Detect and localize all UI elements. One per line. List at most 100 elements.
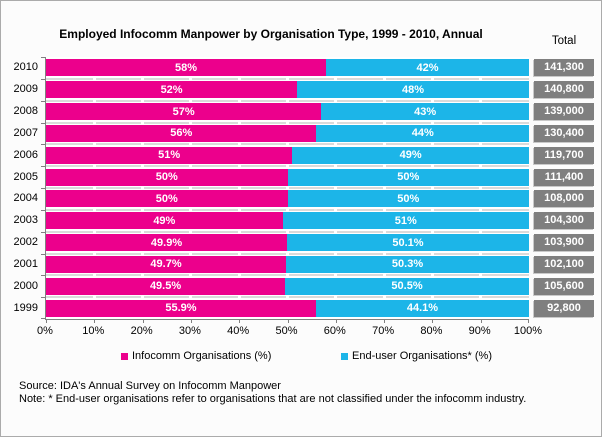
bar-segment-infocomm: 49.7%: [46, 255, 287, 273]
y-axis-tick: [41, 100, 46, 102]
legend-item-enduser: End-user Organisations* (%): [341, 350, 492, 362]
total-badge: 104,300: [534, 212, 594, 230]
x-axis-tick: [287, 319, 289, 323]
x-axis-tick: [46, 319, 47, 323]
source-note: Source: IDA's Annual Survey on Infocomm …: [19, 380, 281, 392]
bar-segment-enduser: 50%: [287, 168, 529, 186]
x-axis-tick: [94, 319, 96, 323]
bar-row-2009: 52% 48%: [46, 81, 529, 99]
total-badge: 108,000: [534, 190, 594, 208]
year-label: 2006: [13, 148, 38, 161]
x-axis-tick: [239, 319, 241, 323]
total-badge: 105,600: [534, 277, 594, 295]
y-axis-tick: [41, 318, 46, 319]
x-tick-label: 60%: [323, 325, 346, 337]
gridline-break: [479, 57, 483, 319]
y-axis-tick: [41, 166, 46, 168]
bar-segment-infocomm: 49%: [46, 212, 283, 230]
x-axis-tick: [528, 319, 529, 323]
y-axis-tick: [41, 297, 46, 299]
footnote: Note: * End-user organisations refer to …: [19, 393, 527, 405]
legend-item-infocomm: Infocomm Organisations (%): [121, 350, 271, 362]
total-badge: 102,100: [534, 255, 594, 273]
x-axis-tick: [384, 319, 386, 323]
x-tick-label: 20%: [130, 325, 153, 337]
total-badges-column: 141,300 140,800 139,000 130,400 119,700 111,4…: [534, 57, 594, 319]
bar-segment-enduser: 50%: [287, 190, 529, 208]
bar-segment-enduser: 50.3%: [286, 255, 529, 273]
y-axis-tick: [41, 78, 46, 80]
total-badge: 141,300: [534, 59, 594, 77]
gridline-break: [286, 57, 289, 319]
year-label: 2009: [13, 83, 38, 96]
bar-segment-enduser: 43%: [321, 103, 529, 121]
x-axis-tick: [432, 319, 434, 323]
bar-row-2004: 50% 50%: [46, 190, 529, 208]
y-axis-tick: [41, 275, 46, 277]
bar-segment-infocomm: 50%: [46, 190, 288, 208]
year-label: 2002: [13, 236, 38, 249]
plot-area: 58% 42% 52% 48% 57% 43% 56% 44% 51% 49% 50% 50% 50% 5…: [41, 57, 529, 323]
y-axis-tick: [41, 209, 46, 211]
year-label: 1999: [13, 301, 38, 314]
x-tick-label: 80%: [420, 325, 443, 337]
bar-segment-enduser: 50.5%: [285, 277, 529, 295]
total-badge: 130,400: [534, 124, 594, 142]
bar-row-2008: 57% 43%: [46, 103, 529, 121]
bar-row-2001: 49.7% 50.3%: [46, 255, 529, 273]
bar-row-2007: 56% 44%: [46, 124, 529, 142]
gridline-break: [141, 57, 145, 319]
total-badge: 119,700: [534, 146, 594, 164]
enduser-swatch-icon: [341, 352, 348, 360]
x-tick-label: 70%: [372, 325, 395, 337]
x-tick-label: 10%: [82, 325, 105, 337]
infocomm-swatch-icon: [121, 352, 128, 360]
total-badge: 111,400: [534, 168, 594, 186]
bar-segment-infocomm: 51%: [46, 146, 293, 164]
x-tick-label: 40%: [227, 325, 250, 337]
bar-row-2005: 50% 50%: [46, 168, 529, 186]
bar-row-1999: 55.9% 44.1%: [46, 299, 529, 317]
legend-label-infocomm: Infocomm Organisations (%): [132, 350, 272, 362]
total-badge: 140,800: [534, 81, 594, 99]
legend-label-enduser: End-user Organisations* (%): [352, 350, 493, 362]
bar-segment-infocomm: 57%: [46, 103, 322, 121]
bar-segment-infocomm: 49.9%: [46, 234, 288, 252]
bar-segment-infocomm: 58%: [46, 59, 327, 77]
y-axis-tick: [41, 231, 46, 233]
bar-segment-enduser: 49%: [292, 146, 529, 164]
gridline-break: [334, 57, 338, 319]
x-tick-label: 0%: [37, 325, 53, 337]
total-badge: 103,900: [534, 234, 594, 252]
x-axis-tick: [142, 319, 144, 323]
year-label: 2003: [13, 214, 38, 227]
bar-segment-enduser: 51%: [282, 212, 529, 230]
y-axis-tick: [41, 57, 46, 58]
chart-title: Employed Infocomm Manpower by Organisati…: [59, 27, 483, 41]
bar-segment-infocomm: 55.9%: [46, 299, 316, 317]
year-label: 2007: [13, 126, 38, 139]
bar-segment-infocomm: 56%: [46, 124, 317, 142]
year-label: 2004: [13, 192, 38, 205]
x-tick-label: 50%: [275, 325, 298, 337]
year-label: 2008: [13, 105, 38, 118]
y-axis-tick: [41, 122, 46, 124]
x-axis-tick: [335, 319, 337, 323]
bar-segment-enduser: 50.1%: [287, 234, 529, 252]
bar-row-2003: 49% 51%: [46, 212, 529, 230]
year-label: 2000: [13, 279, 38, 292]
year-label: 2005: [13, 170, 38, 183]
y-axis-labels: 2010 2009 2008 2007 2006 2005 2004 2003 2002 2001…: [1, 57, 38, 319]
total-badge: 139,000: [534, 103, 594, 121]
bar-segment-enduser: 44%: [316, 124, 529, 142]
gridline-break: [430, 57, 434, 319]
x-tick-label: 100%: [513, 325, 543, 337]
bar-segment-infocomm: 49.5%: [46, 277, 286, 295]
year-label: 2001: [13, 257, 38, 270]
y-axis-tick: [41, 188, 46, 189]
x-axis-tick: [480, 319, 482, 323]
bar-row-2010: 58% 42%: [46, 59, 529, 77]
year-label: 2010: [13, 61, 38, 74]
gridline-break: [382, 57, 386, 319]
